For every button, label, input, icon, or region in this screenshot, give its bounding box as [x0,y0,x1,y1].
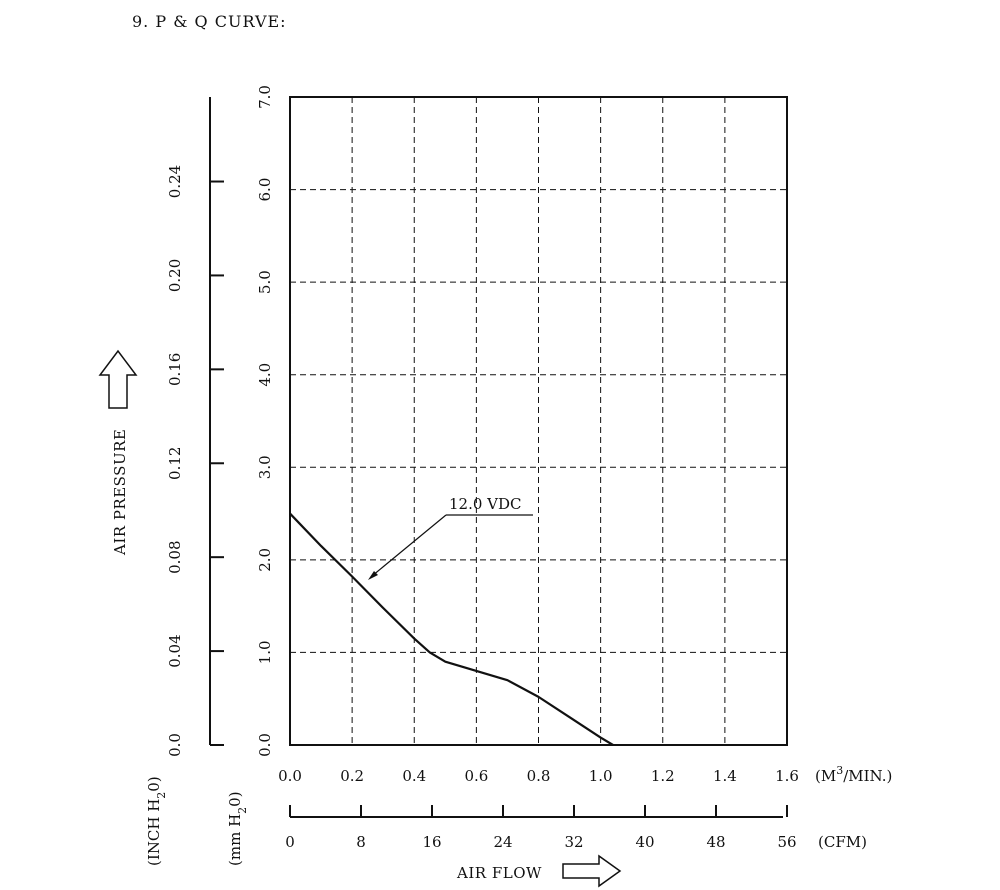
x-axis-unit: (M3/MIN.) [815,764,892,785]
right-arrow-icon [562,854,622,888]
y-axis-unit: (mm H20) [226,791,249,866]
y-tick-label: 3.0 [256,455,274,479]
series-label-leader [368,514,533,580]
inch-tick-label: 0.20 [166,259,184,292]
x-tick-label: 0.4 [402,767,426,785]
x-tick-label: 1.6 [775,767,799,785]
inch-axis-tick-labels: 0.0 0.04 0.08 0.12 0.16 0.20 0.24 [166,165,224,757]
cfm-tick-label: 24 [493,833,512,851]
x-tick-label: 0.8 [527,767,551,785]
y-axis-tick-labels: 0.0 1.0 2.0 3.0 4.0 5.0 6.0 7.0 [256,85,274,757]
x-axis-label: AIR FLOW [456,864,542,882]
cfm-tick-label: 16 [422,833,441,851]
cfm-tick-label: 8 [356,833,366,851]
x-tick-label: 1.0 [589,767,613,785]
x-tick-label: 0.2 [340,767,364,785]
inch-tick-label: 0.04 [166,634,184,667]
y-axis-label: AIR PRESSURE [111,429,129,556]
chart-title: 9. P & Q CURVE: [132,12,287,31]
inch-tick-label: 0.24 [166,165,184,198]
x-tick-label: 0.0 [278,767,302,785]
x-axis-tick-labels: 0.0 0.2 0.4 0.6 0.8 1.0 1.2 1.4 1.6 [278,767,799,785]
y-tick-label: 5.0 [256,270,274,294]
cfm-tick-label: 48 [706,833,725,851]
y-tick-label: 0.0 [256,733,274,757]
cfm-tick-label: 32 [564,833,583,851]
y-tick-label: 2.0 [256,548,274,572]
inch-tick-label: 0.08 [166,540,184,573]
x-tick-label: 1.4 [713,767,737,785]
x-tick-label: 1.2 [651,767,675,785]
series-layer [289,512,614,746]
inch-tick-label: 0.12 [166,447,184,480]
grid-lines [290,97,787,745]
cfm-tick-label: 0 [285,833,295,851]
x-tick-label: 0.6 [464,767,488,785]
inch-tick-label: 0.0 [166,733,184,757]
y-tick-label: 6.0 [256,178,274,202]
series-label: 12.0 VDC [449,495,522,513]
cfm-tick-label: 40 [635,833,654,851]
inch-axis-unit: (INCH H20) [145,776,168,866]
y-tick-label: 1.0 [256,640,274,664]
cfm-tick-label: 56 [777,833,796,851]
y-tick-label: 4.0 [256,363,274,387]
cfm-axis-unit: (CFM) [818,833,867,851]
y-tick-label: 7.0 [256,85,274,109]
plot-area-frame [289,96,788,746]
cfm-axis: 0 8 16 24 32 40 48 56 [285,805,797,851]
inch-tick-label: 0.16 [166,353,184,386]
series-line [289,512,614,746]
up-arrow-icon [98,349,138,409]
